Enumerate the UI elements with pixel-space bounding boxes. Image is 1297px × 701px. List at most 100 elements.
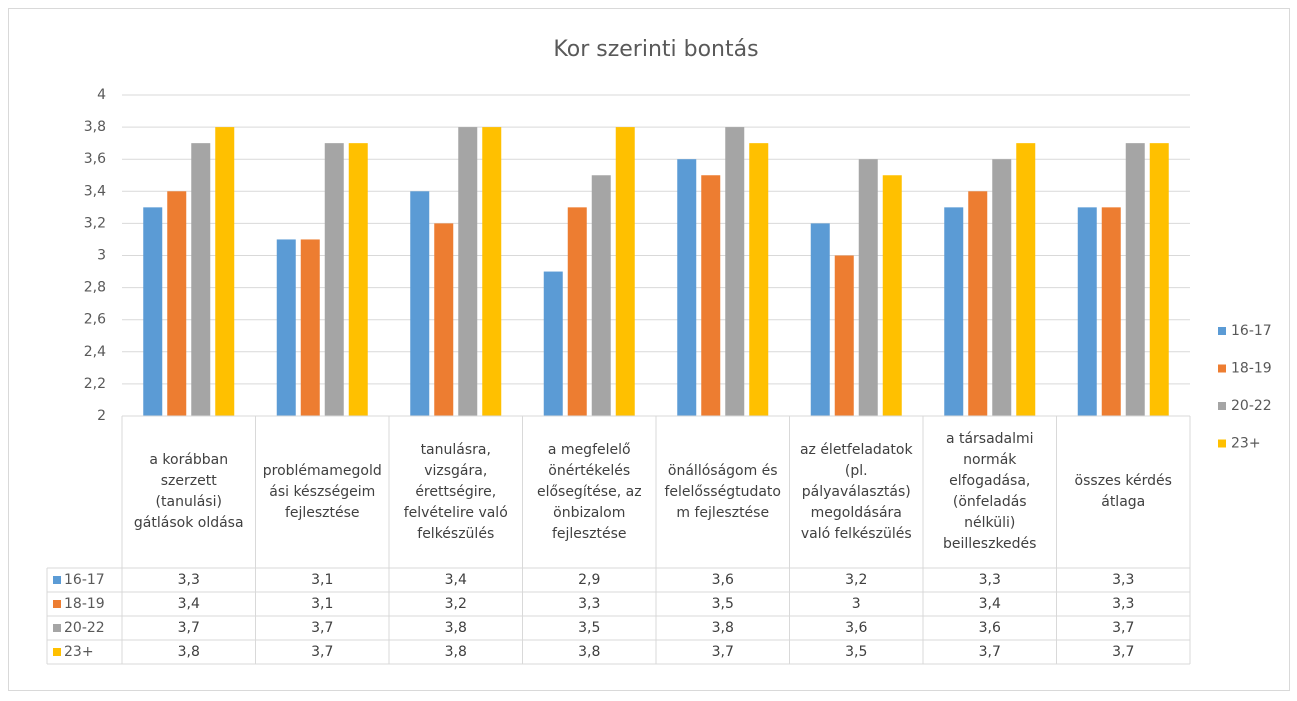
bar	[458, 127, 478, 416]
bar	[1101, 207, 1121, 416]
table-value: 3,7	[311, 643, 334, 660]
category-label: tanulásra, vizsgára, érettségire, felvét…	[403, 441, 508, 542]
legend-key	[1218, 402, 1226, 410]
legend-key	[1218, 439, 1226, 448]
bar	[215, 127, 235, 416]
bar	[167, 191, 187, 416]
bar	[1125, 143, 1145, 416]
category-label-box: tanulásra, vizsgára, érettségire, felvét…	[403, 441, 508, 542]
y-tick-label: 2,6	[84, 312, 106, 328]
category-label-box: problémamegoldási készségeim fejlesztése	[262, 462, 382, 521]
table-value-box: 3,8	[177, 643, 200, 660]
table-value-box: 3,6	[711, 571, 734, 588]
table-value-box: 3	[851, 595, 861, 612]
table-value-box: 3,8	[445, 644, 467, 660]
table-value: 3,8	[711, 619, 734, 636]
table-value-box: 3,8	[444, 619, 467, 636]
y-tick-label: 3,4	[84, 183, 106, 199]
bar	[810, 223, 830, 416]
table-series-name: 16-17	[64, 572, 105, 588]
table-value-box: 3,6	[845, 619, 868, 636]
table-value: 3,3	[578, 595, 601, 612]
table-value: 3,7	[177, 619, 200, 636]
table-value-box: 3,6	[978, 619, 1001, 636]
table-value-box: 3,4	[177, 595, 200, 612]
bar	[482, 127, 502, 416]
y-tick-label: 3,2	[84, 215, 106, 231]
table-value-box: 3,3	[177, 571, 200, 588]
category-label-box: a megfelelő önértékelés elősegítése, az …	[536, 441, 642, 542]
bar	[701, 175, 721, 416]
bar	[591, 175, 611, 416]
table-value-box: 3,5	[578, 620, 600, 636]
bar	[191, 143, 211, 416]
table-value: 3,6	[978, 619, 1001, 636]
legend-key	[1218, 327, 1226, 335]
table-value: 3,1	[311, 571, 334, 588]
table-value: 2,9	[578, 571, 601, 588]
table-value-box: 3,7	[1112, 644, 1134, 660]
table-value: 3,8	[177, 643, 200, 660]
bar	[944, 207, 964, 416]
category-label: önállóságom és felelősségtudatom fejlesz…	[664, 462, 781, 521]
table-value: 3,3	[1112, 571, 1135, 588]
bar	[543, 271, 563, 416]
table-value: 3,4	[177, 595, 200, 612]
category-label-box: a társadalmi normák elfogadása, (önfelad…	[943, 431, 1037, 552]
table-value-box: 3,5	[711, 595, 734, 612]
category-label: problémamegoldási készségeim fejlesztése	[262, 462, 382, 521]
y-tick-label: 2,4	[84, 344, 106, 360]
bar	[324, 143, 344, 416]
bar	[615, 127, 635, 416]
bar	[882, 175, 902, 416]
table-series-name: 23+	[64, 644, 94, 660]
table-key	[53, 600, 61, 608]
table-value-box: 3,3	[1112, 595, 1135, 612]
y-tick-label: 3,6	[84, 151, 106, 167]
table-key	[53, 576, 61, 584]
category-label-box: a korábban szerzett (tanulási) gátlások …	[134, 452, 244, 531]
table-key	[53, 624, 61, 632]
table-value: 3,2	[845, 571, 868, 588]
table-value: 3,3	[177, 571, 200, 588]
bar	[992, 159, 1012, 416]
table-value-box: 3,4	[444, 571, 467, 588]
category-label: a megfelelő önértékelés elősegítése, az …	[536, 441, 642, 542]
bar	[968, 191, 988, 416]
category-label-box: összes kérdés átlaga	[1075, 473, 1172, 510]
y-tick-label: 3,8	[84, 119, 106, 135]
table-value-box: 3,4	[979, 596, 1001, 612]
category-label-box: önállóságom és felelősségtudatom fejlesz…	[664, 462, 781, 521]
table-value-box: 2,9	[578, 571, 601, 588]
bar	[410, 191, 430, 416]
y-tick-label: 2,2	[84, 376, 106, 392]
table-value: 3,3	[1112, 595, 1135, 612]
bar	[749, 143, 769, 416]
table-value: 3,6	[711, 571, 734, 588]
y-tick-label: 2,8	[84, 280, 106, 296]
bar	[858, 159, 878, 416]
legend-label: 18-19	[1231, 361, 1272, 377]
table-value-box: 3,7	[177, 619, 200, 636]
bar	[276, 239, 296, 416]
category-label: az életfeladatok (pl. pályaválasztás) me…	[799, 441, 913, 542]
bar	[434, 223, 454, 416]
y-tick-label: 4	[97, 87, 106, 103]
bar	[567, 207, 587, 416]
table-series-name: 18-19	[64, 596, 105, 612]
table-value-box: 3,2	[445, 596, 467, 612]
table-value: 3,6	[845, 619, 868, 636]
legend-label: 23+	[1231, 436, 1261, 452]
table-value: 3,8	[444, 619, 467, 636]
category-label: a társadalmi normák elfogadása, (önfelad…	[943, 431, 1037, 552]
legend-key	[1218, 364, 1226, 373]
table-value: 3,4	[444, 571, 467, 588]
table-value-box: 3,2	[845, 571, 868, 588]
table-value-box: 3,7	[1112, 620, 1134, 636]
table-value: 3,5	[711, 595, 734, 612]
bar	[1016, 143, 1036, 416]
table-value: 3,7	[978, 643, 1001, 660]
table-value: 3	[851, 595, 861, 612]
table-value-box: 3,5	[845, 644, 867, 660]
bar	[677, 159, 697, 416]
